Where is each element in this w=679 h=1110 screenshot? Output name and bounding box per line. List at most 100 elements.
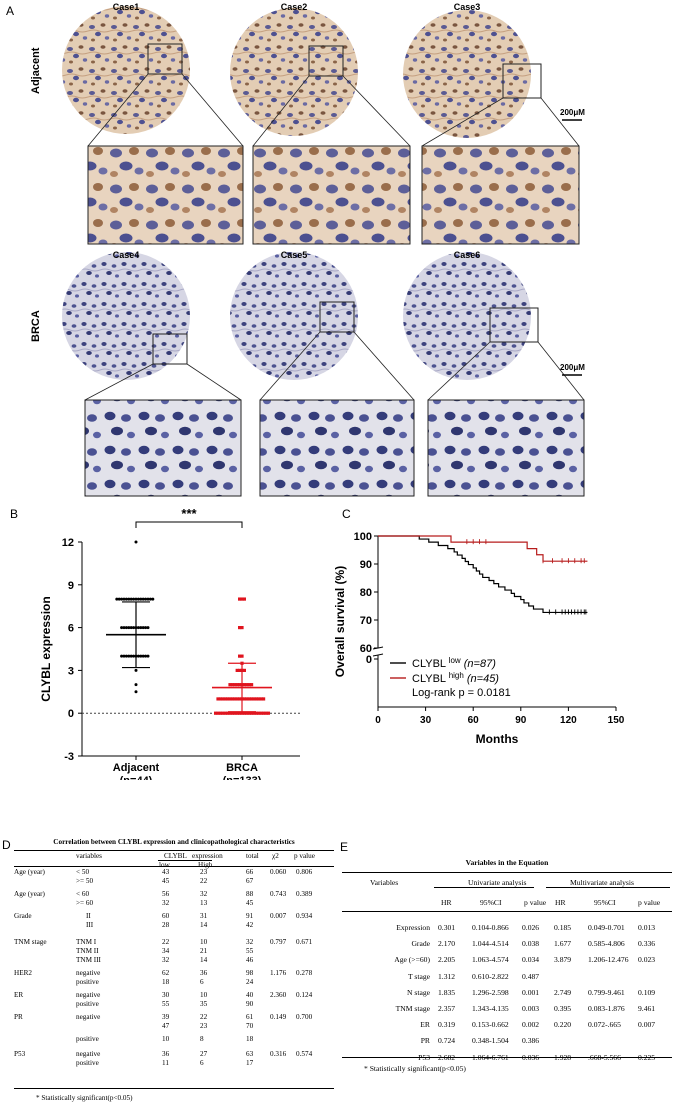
b-point — [242, 697, 246, 701]
table-d-rule-mid — [14, 866, 334, 867]
table-d-cell-high: 35 — [200, 1000, 208, 1008]
table-d-rule-top — [14, 850, 334, 851]
panel-a-graphics — [62, 6, 585, 497]
b-y-tick-label: 12 — [62, 537, 74, 549]
table-d-cell-low: 32 — [162, 956, 170, 964]
table-e-cell-ci2: 0.083-1.876 — [588, 1004, 625, 1013]
panel-e-label: E — [340, 840, 349, 854]
table-d-cell-total: 98 — [246, 969, 254, 977]
b-point — [134, 668, 138, 672]
b-point — [247, 711, 251, 715]
table-d-cell-var: positive — [76, 978, 99, 986]
b-point — [235, 683, 239, 687]
table-d-cell-total: 55 — [246, 947, 254, 955]
table-d-h-chi2: χ2 — [272, 852, 279, 860]
b-point — [254, 697, 258, 701]
b-point — [245, 697, 249, 701]
table-e-cell-var: T stage — [407, 971, 430, 981]
table-e-h-variables: Variables — [370, 878, 399, 887]
table-e-multi-underline — [546, 887, 670, 888]
table-e-cell-hr1: 1.835 — [438, 987, 456, 997]
b-point — [259, 697, 263, 701]
c-x-tick-label: 60 — [468, 715, 480, 726]
table-e-cell-ci1: 0.153-0.662 — [472, 1020, 509, 1030]
row-label-brca: BRCA — [30, 310, 42, 342]
table-d-cell-var: positive — [76, 1035, 99, 1043]
table-e-cell-p1: 0.386 — [522, 1036, 540, 1046]
table-e-cell-p2: 0.109 — [638, 987, 656, 997]
b-point — [214, 711, 218, 715]
table-e-cell-p2: 0.023 — [638, 955, 656, 965]
b-point — [122, 654, 126, 658]
scale-bar-label-top: 200μM — [560, 108, 585, 117]
b-x-tick-n: (n=133) — [223, 775, 262, 780]
table-d-cell-var: positive — [76, 1059, 99, 1067]
b-point — [257, 711, 261, 715]
zoom-case1 — [87, 145, 244, 245]
table-d-cell-chi2: 0.149 — [270, 1013, 287, 1021]
table-e-h-ci1: 95%CI — [480, 898, 502, 907]
table-d-cell-var: < 50 — [76, 868, 90, 876]
table-d-cell-group: PR — [14, 1013, 23, 1021]
c-km-curve — [378, 535, 588, 614]
table-e-cell-var: Grade — [411, 939, 430, 949]
table-e-cell-hr1: 2.682 — [438, 1052, 456, 1062]
table-d-cell-total: 61 — [246, 1013, 254, 1021]
b-point — [245, 711, 249, 715]
table-e-cell-var: PR — [420, 1036, 430, 1046]
table-d-cell-high: 14 — [200, 956, 208, 964]
zoom-case6 — [427, 399, 585, 497]
b-point — [216, 697, 220, 701]
table-d-clybl-underline — [158, 860, 212, 861]
b-point — [238, 683, 242, 687]
table-e-cell-ci2: 0.799-9.461 — [588, 987, 625, 997]
table-e-cell-var: ER — [420, 1020, 430, 1030]
b-point — [240, 654, 244, 658]
zoom-case4 — [84, 399, 242, 497]
table-d-cell-low: 32 — [162, 899, 170, 907]
scale-bar-label-bottom: 200μM — [560, 363, 585, 372]
table-d-cell-var: TNM I — [76, 938, 97, 946]
table-e-cell-ci2: 0.072-.665 — [588, 1020, 621, 1030]
table-e-h-ci2: 95%CI — [594, 898, 616, 907]
b-point — [235, 711, 239, 715]
b-point — [124, 597, 128, 601]
table-d-h-clybl: CLYBL — [164, 852, 187, 860]
b-y-tick-label: 3 — [68, 665, 74, 677]
b-point — [146, 597, 150, 601]
b-point — [146, 626, 150, 630]
c-y-tick-label: 60 — [360, 643, 372, 655]
table-e-cell-hr1: 2.357 — [438, 1004, 456, 1013]
b-point — [223, 697, 227, 701]
table-d-cell-p: 0.806 — [296, 868, 313, 876]
table-d-cell-var: TNM III — [76, 956, 101, 964]
table-e-cell-p1: 0.034 — [522, 955, 540, 965]
table-d-cell-p: 0.124 — [296, 991, 313, 999]
table-e-cell-ci1: 1.044-4.514 — [472, 939, 509, 949]
b-point — [151, 597, 155, 601]
table-d-h-variables: variables — [76, 852, 102, 860]
table-d-cell-total: 91 — [246, 912, 254, 920]
b-point — [228, 683, 232, 687]
table-d-cell-chi2: 0.316 — [270, 1050, 287, 1058]
b-point — [134, 690, 138, 694]
c-y-tick-label: 100 — [354, 531, 372, 543]
b-point — [221, 711, 225, 715]
table-e-rule-mid — [342, 911, 672, 912]
b-point — [148, 597, 152, 601]
table-d-cell-p: 0.671 — [296, 938, 313, 946]
table-d-cell-chi2: 0.007 — [270, 912, 287, 920]
b-point — [242, 683, 246, 687]
b-point — [257, 697, 261, 701]
b-point — [132, 597, 136, 601]
b-point — [218, 711, 222, 715]
table-d-cell-var: positive — [76, 1000, 99, 1008]
table-e-h-uni: Univariate analysis — [468, 878, 527, 887]
table-d-cell-total: 88 — [246, 890, 254, 898]
b-sig-stars: *** — [181, 506, 197, 521]
table-d-cell-low: 62 — [162, 969, 170, 977]
table-e-cell-ci1: 1.064-6.761 — [472, 1052, 509, 1062]
b-point — [124, 654, 128, 658]
table-e-cell-p1: 0.487 — [522, 971, 540, 981]
table-d-cell-group: Grade — [14, 912, 32, 920]
